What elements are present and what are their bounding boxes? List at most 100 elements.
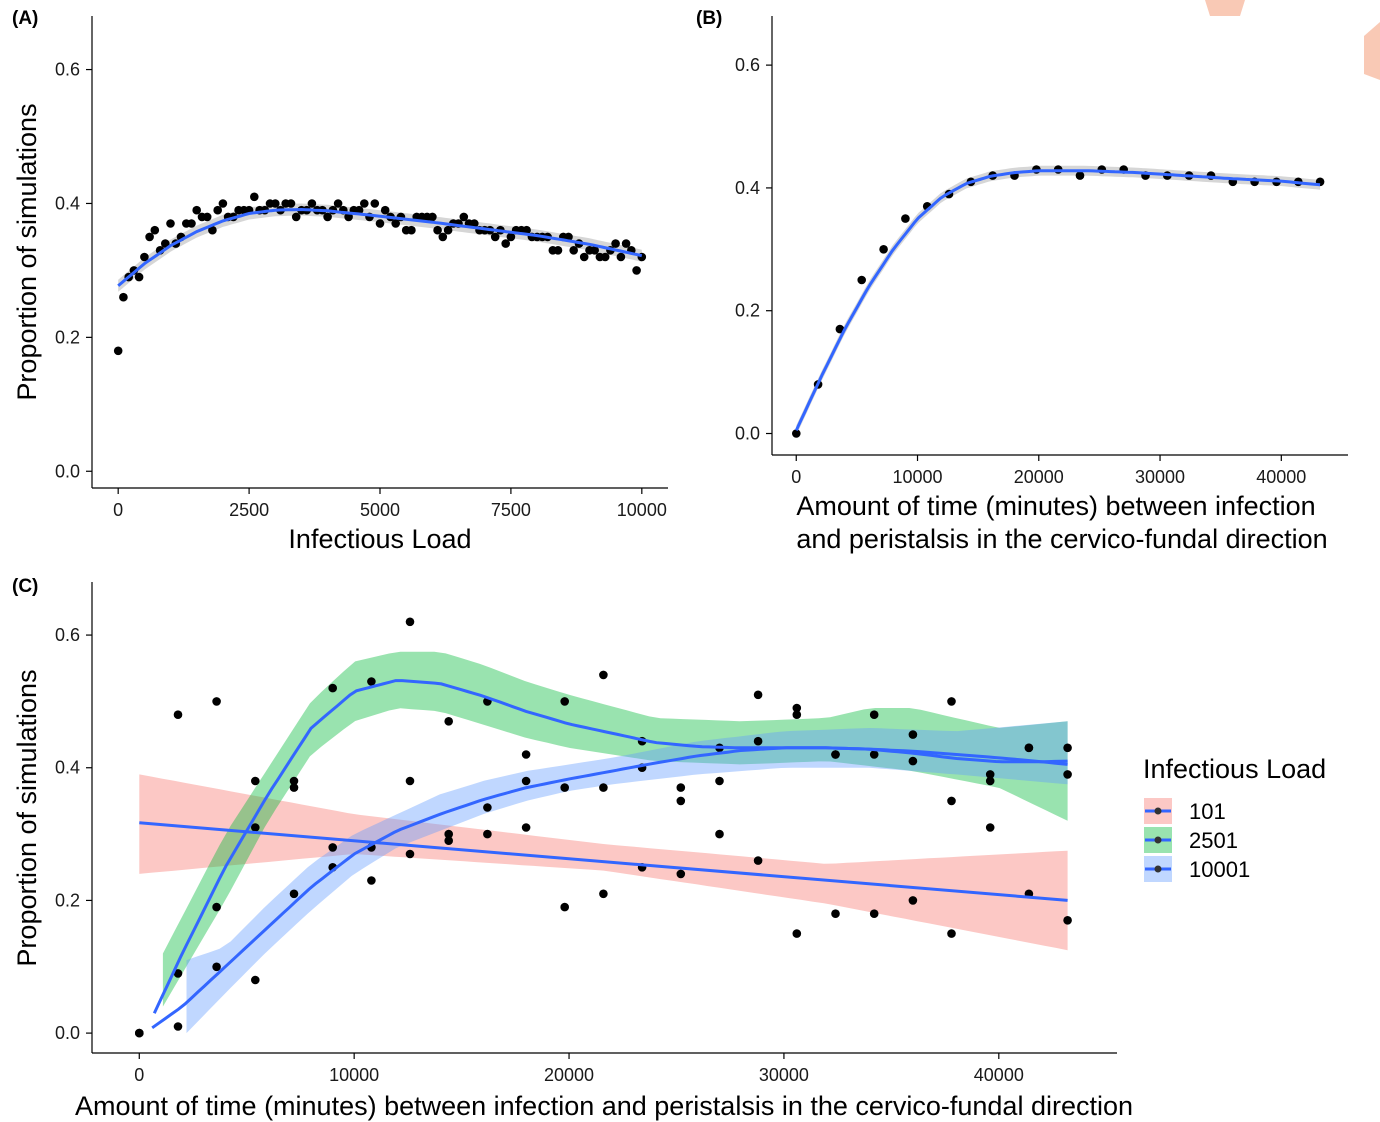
data-point-101 — [831, 909, 840, 918]
data-point-10001 — [483, 803, 492, 812]
panel-b-y-ticks: 0.0 0.2 0.4 0.6 — [735, 55, 772, 444]
panel-a-data-point — [443, 225, 453, 235]
panel-b: (B) 0 10000 20000 30000 40000 0.0 0.2 0.4 0.6 A… — [696, 8, 1348, 554]
smooth-line-10001 — [151, 746, 1068, 1030]
data-point-101 — [521, 823, 531, 832]
data-point-10001 — [521, 776, 531, 786]
panel-a-data-point — [438, 232, 448, 242]
panel-b-data-point — [857, 275, 866, 285]
panel-a-tag: (A) — [12, 8, 38, 29]
panel-a-x-tick-label: 0 — [113, 500, 123, 520]
panel-a-data-point — [208, 225, 217, 235]
corner-accent-right — [1364, 22, 1380, 80]
legend-title: Infectious Load — [1143, 754, 1326, 784]
panel-a-data-point — [286, 199, 296, 208]
panel-b-x-tick-label: 40000 — [1256, 467, 1306, 487]
panel-a-data-point — [140, 252, 149, 262]
panel-c-x-tick-label: 30000 — [759, 1065, 809, 1085]
panel-a-data-point — [213, 205, 222, 215]
data-point-101 — [560, 902, 569, 912]
data-point-101 — [599, 889, 608, 899]
panel-a-data-point — [271, 199, 280, 208]
panel-a-data-point — [470, 219, 479, 228]
data-point-10001 — [289, 889, 299, 899]
panel-a-y-ticks: 0.0 0.2 0.4 0.6 — [55, 60, 92, 481]
panel-a-data-point — [113, 346, 123, 356]
panel-c-ribbon-layer — [139, 651, 1068, 1034]
panel-a-data-point — [161, 239, 170, 248]
panel-b-ribbon-layer — [796, 165, 1321, 436]
data-point-101 — [444, 836, 454, 845]
data-point-101 — [676, 869, 686, 879]
data-point-2501 — [869, 710, 879, 719]
panel-a-y-tick-label: 0.4 — [55, 193, 80, 213]
panel-b-smooth-line — [794, 169, 1321, 432]
panel-a-data-point — [506, 232, 516, 242]
data-point-10001 — [676, 783, 686, 792]
panel-a-x-axis-title: Infectious Load — [288, 524, 471, 554]
panel-a-data-point — [323, 212, 332, 222]
panel-b-points — [792, 165, 1325, 438]
panel-b-x-axis-title-line-1: Amount of time (minutes) between infecti… — [796, 491, 1315, 521]
data-point-10001 — [985, 770, 995, 779]
data-point-101 — [212, 697, 221, 706]
data-point-10001 — [212, 962, 221, 972]
panel-a: (A) 0 2500 5000 7500 10000 0.0 0.2 0.4 0.6 Infe… — [12, 8, 668, 554]
data-point-10001 — [444, 829, 454, 839]
panel-a-data-point — [134, 272, 144, 282]
panel-a-data-point — [391, 219, 401, 228]
panel-c-x-tick-label: 0 — [134, 1065, 144, 1085]
data-point-2501 — [676, 796, 686, 806]
data-point-101 — [869, 909, 879, 918]
panel-a-y-tick-label: 0.6 — [55, 60, 80, 80]
legend-label-10001: 10001 — [1189, 857, 1250, 882]
data-point-2501 — [251, 823, 260, 832]
panel-a-data-point — [616, 252, 626, 262]
panel-c-smooth-layer — [139, 679, 1068, 1030]
panel-a-data-point — [380, 205, 390, 215]
data-point-2501 — [985, 776, 995, 786]
data-point-2501 — [599, 670, 608, 680]
legend-dot-101 — [1154, 807, 1162, 815]
panel-b-x-tick-label: 30000 — [1135, 467, 1185, 487]
panel-c-y-tick-label: 0.0 — [55, 1023, 80, 1043]
data-point-101 — [792, 929, 802, 938]
panel-a-data-point — [150, 225, 160, 235]
panel-c-legend: Infectious Load 101 2501 10001 — [1143, 754, 1326, 882]
data-point-10001 — [405, 776, 415, 786]
legend-label-2501: 2501 — [1189, 828, 1238, 853]
data-point-10001 — [599, 783, 608, 792]
panel-c-y-axis-title: Proportion of simulations — [12, 669, 42, 966]
data-point-101 — [405, 849, 415, 859]
panel-a-data-point — [291, 212, 301, 222]
panel-a-data-point — [250, 192, 259, 202]
panel-a-data-point — [192, 205, 201, 215]
data-point-101 — [1063, 916, 1072, 925]
smooth-line-2501 — [152, 679, 1068, 1014]
panel-c-points — [135, 617, 1072, 1038]
data-point-10001 — [251, 975, 260, 985]
ribbon-10001 — [186, 721, 1068, 1034]
panel-a-data-point — [501, 239, 511, 248]
panel-a-data-point — [344, 212, 353, 222]
panel-a-data-point — [370, 199, 380, 208]
corner-accent-top — [1205, 0, 1245, 16]
data-point-101 — [908, 896, 918, 905]
panel-a-data-point — [433, 225, 442, 235]
data-point-101 — [947, 929, 956, 938]
data-point-10001 — [947, 796, 956, 806]
panel-a-data-point — [145, 232, 154, 242]
data-point-10001 — [367, 876, 376, 885]
data-point-2501 — [908, 730, 918, 739]
panel-b-x-tick-label: 20000 — [1014, 467, 1064, 487]
panel-b-data-point — [879, 245, 888, 254]
panel-b-data-point — [835, 324, 845, 334]
panel-a-data-point — [187, 219, 196, 228]
data-point-10001 — [753, 736, 763, 746]
panel-a-x-tick-label: 2500 — [229, 500, 269, 520]
panel-b-data-point — [901, 214, 910, 223]
panel-a-data-point — [522, 225, 531, 235]
panel-a-data-point — [632, 266, 641, 275]
data-point-101 — [289, 783, 299, 792]
data-point-2501 — [212, 902, 221, 912]
